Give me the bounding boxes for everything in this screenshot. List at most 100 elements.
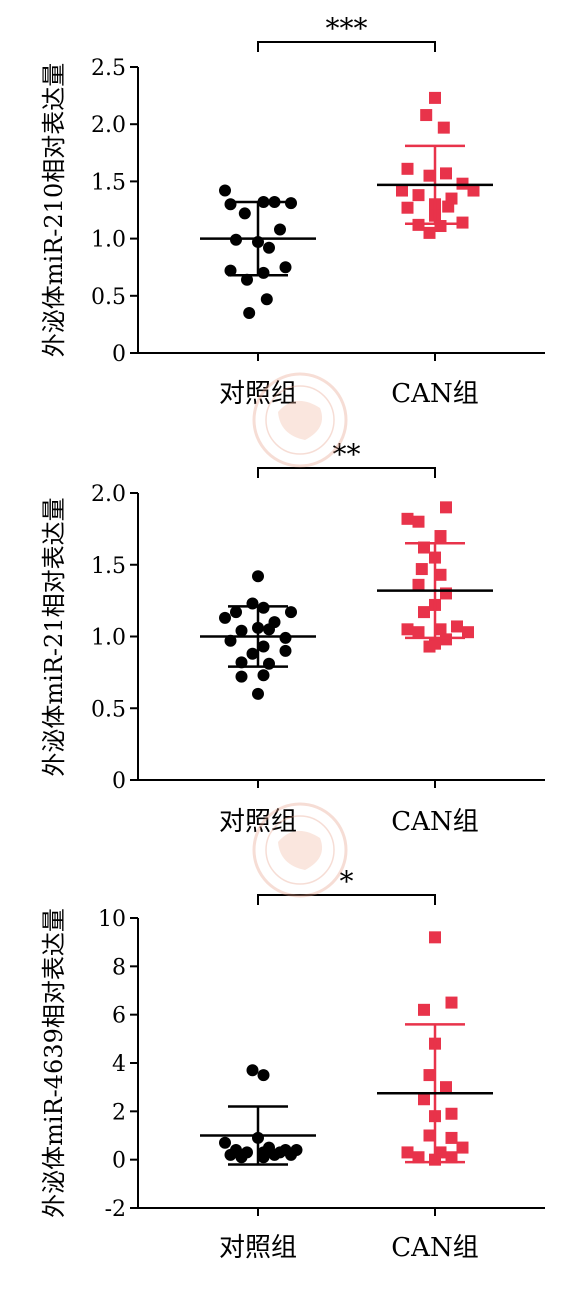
data-point [224,1148,237,1161]
data-point [257,1151,270,1164]
data-point [423,640,436,653]
data-point [263,241,275,254]
series-control [200,570,316,700]
data-point [429,931,441,944]
series-can [377,501,493,653]
data-point [442,200,455,213]
y-tick-label: 1.5 [91,554,126,579]
seal-inner-ring [265,815,335,885]
data-point [412,515,425,528]
data-point [423,226,436,239]
data-point [285,197,297,210]
significance-label: * [340,865,354,898]
data-point [246,1064,259,1077]
data-point [243,306,256,319]
seal-ring [252,372,348,468]
x-tick-label: 对照组 [219,1233,297,1263]
data-point [219,611,231,624]
data-point [268,1148,281,1161]
significance-bracket [257,41,436,52]
y-tick-label: 8 [112,955,126,980]
x-tick-label: 对照组 [219,807,297,837]
data-point [440,587,452,600]
y-tick-label: 10 [98,907,126,932]
chart-panel-3: -2 0 2 4 6 8 10 对照组 CAN组 外泌体miR-4639相对表达量 * [40,865,545,1263]
data-point [445,1107,458,1120]
seal-inner-ring [265,385,335,455]
data-point [257,669,270,682]
data-point [246,597,259,610]
significance-bracket [257,894,436,905]
data-point [418,1093,430,1106]
chart-panel-2: 0 0.5 1.0 1.5 2.0 对照组 CAN组 外泌体miR-21相对表达量 ** [40,438,545,837]
data-point [401,512,414,525]
data-point [241,273,253,286]
data-point [401,162,414,175]
seal-ring [252,802,348,898]
y-tick-label: 2.5 [91,56,126,81]
data-point [467,184,480,197]
y-tick-label: 0 [112,342,126,367]
data-point [440,501,452,514]
data-point [279,631,292,644]
data-point [252,570,264,583]
data-point [418,606,430,619]
y-tick-label: 1.5 [91,170,126,195]
data-point [440,633,452,646]
y-tick-label: 1.0 [91,228,126,253]
data-point [285,606,297,619]
data-point [440,1081,452,1094]
data-point [238,207,251,220]
y-tick-label: 4 [112,1052,126,1077]
data-point [434,530,447,543]
data-point [246,647,259,660]
data-point [412,626,425,639]
series-can [377,931,493,1166]
y-axis-label: 外泌体miR-4639相对表达量 [40,908,68,1218]
data-point [434,568,447,581]
y-tick-label: 2.0 [91,482,126,507]
y-tick-label: 6 [112,1004,126,1029]
data-point [279,644,292,657]
data-point [445,1131,458,1144]
series-control [200,184,316,319]
data-point [423,1069,436,1082]
y-tick-label: 0.5 [91,697,126,722]
y-tick-label: -2 [105,1197,126,1222]
data-point [257,601,270,614]
data-point [412,189,425,202]
data-point [437,121,450,134]
chart-panel-1: 0 0.5 1.0 1.5 2.0 2.5 对照组 CAN组 外泌体miR-210相对表达量 **… [40,12,545,409]
data-point [445,1151,458,1164]
data-point [224,198,237,211]
data-point [235,624,248,637]
watermark-seal-2 [252,802,348,898]
data-point [423,1129,436,1142]
y-tick-label: 2 [112,1100,126,1125]
data-point [423,169,436,182]
data-point [418,541,430,554]
significance-bracket [257,467,436,478]
data-point [401,623,414,636]
data-point [418,1003,430,1016]
y-tick-label: 1.0 [91,626,126,651]
data-point [420,109,433,122]
data-point [260,293,273,306]
series-control [200,1064,316,1166]
y-tick-label: 0.5 [91,285,126,310]
data-point [445,996,458,1009]
significance-label: *** [326,12,368,45]
watermark-seal-1 [252,372,348,468]
data-point [235,656,248,669]
data-point [252,687,264,700]
y-tick-label: 0 [112,769,126,794]
x-tick-label: CAN组 [391,1233,478,1263]
data-point [224,634,237,647]
data-point [257,1069,270,1082]
x-tick-label: CAN组 [391,379,478,409]
x-tick-label: CAN组 [391,807,478,837]
data-point [219,184,231,197]
data-point [274,223,286,236]
significance-label: ** [333,438,361,471]
